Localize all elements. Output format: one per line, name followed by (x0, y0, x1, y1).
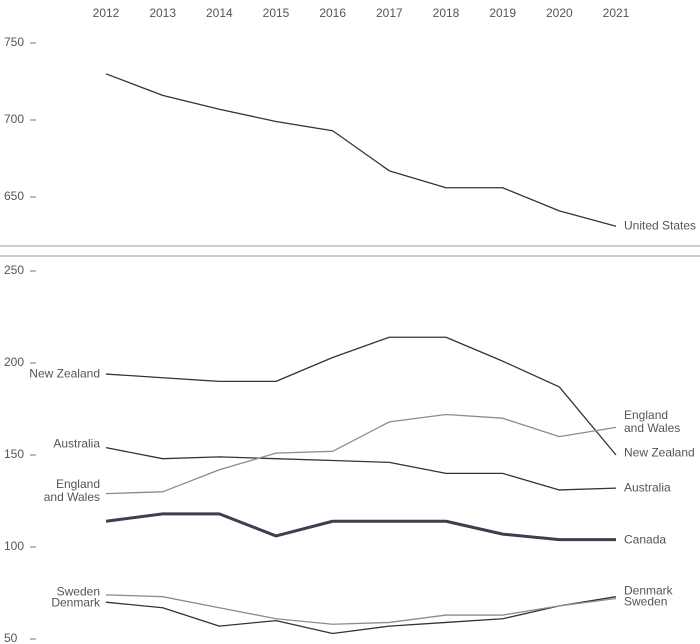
series-line (105, 594, 617, 625)
x-tick-label: 2018 (433, 6, 460, 20)
x-tick-label: 2014 (206, 6, 233, 20)
series-line (105, 447, 617, 491)
x-tick-label: 2013 (149, 6, 176, 20)
y-tick-label: 650 (4, 189, 24, 203)
x-tick-label: 2017 (376, 6, 403, 20)
series-label: Australia (624, 480, 671, 495)
y-tick-label: 150 (4, 447, 24, 461)
series-label: New Zealand (29, 366, 100, 381)
series-label: New Zealand (624, 445, 695, 460)
x-tick-label: 2020 (546, 6, 573, 20)
series-label: Denmark (624, 583, 673, 598)
series-label: England and Wales (624, 408, 681, 436)
y-tick-label: 50 (4, 631, 18, 644)
series-line (105, 336, 617, 456)
series-line (105, 413, 617, 495)
series-line (105, 596, 617, 635)
series-label: Canada (624, 532, 667, 547)
series-label: United States (624, 218, 697, 233)
series-label: England and Wales (43, 476, 100, 504)
series-line (105, 73, 617, 227)
series-label: Sweden (624, 594, 668, 609)
x-tick-label: 2021 (603, 6, 630, 20)
y-tick-label: 750 (4, 35, 24, 49)
series-label: Sweden (56, 584, 100, 599)
series-label: Australia (53, 436, 100, 451)
x-tick-label: 2016 (319, 6, 346, 20)
series-line (105, 512, 616, 542)
y-tick-label: 700 (4, 112, 24, 126)
series-label: Denmark (51, 595, 100, 610)
y-tick-label: 250 (4, 263, 24, 277)
x-tick-label: 2019 (489, 6, 516, 20)
x-tick-label: 2015 (263, 6, 290, 20)
x-tick-label: 2012 (93, 6, 120, 20)
y-tick-label: 200 (4, 355, 24, 369)
y-tick-label: 100 (4, 539, 24, 553)
